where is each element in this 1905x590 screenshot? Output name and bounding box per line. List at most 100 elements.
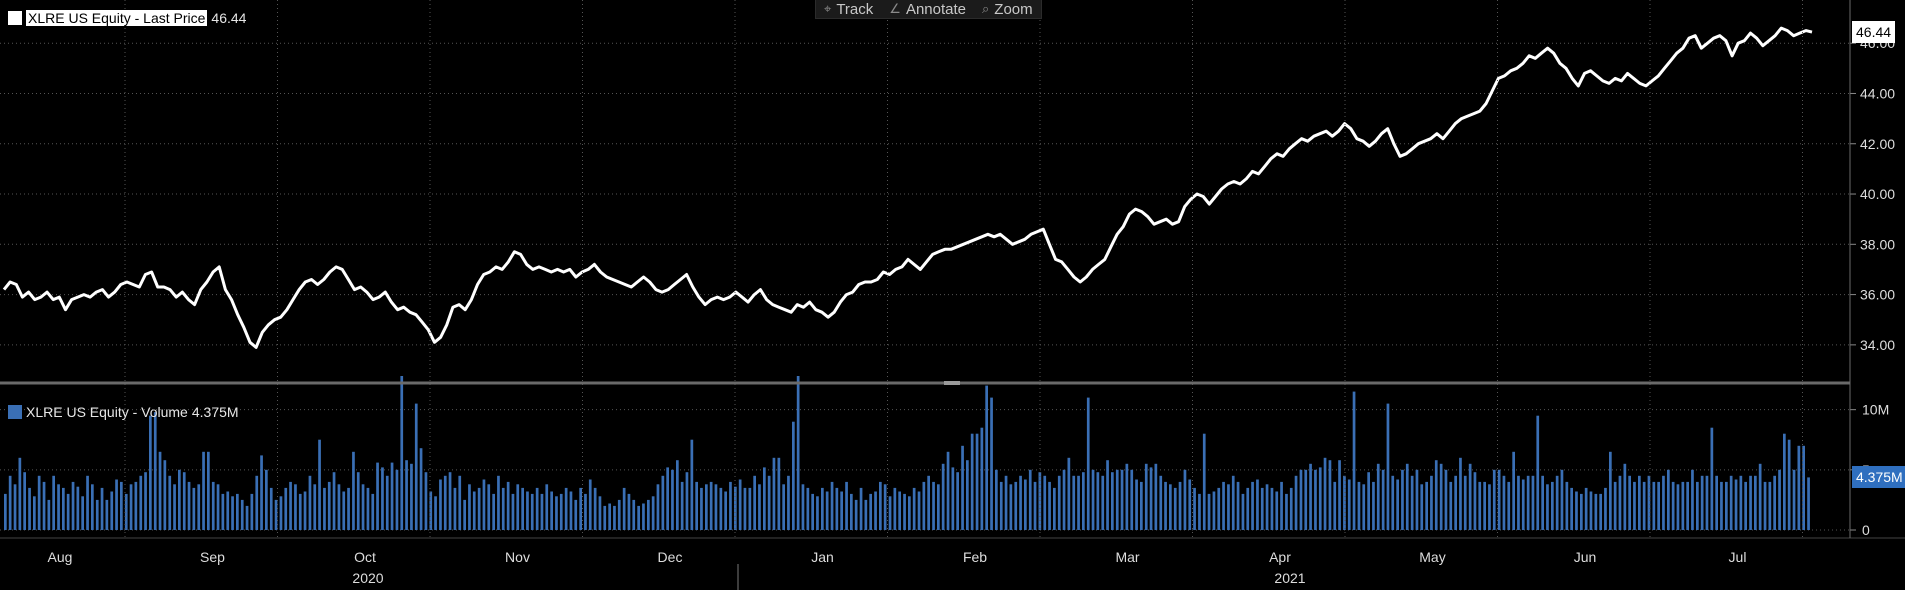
volume-bar [1734, 479, 1738, 530]
volume-bar [1473, 472, 1477, 530]
pencil-icon: ∠ [889, 1, 901, 16]
volume-bar [1135, 479, 1138, 530]
volume-bar [1275, 491, 1279, 530]
volume-bar [1381, 469, 1385, 530]
month-label: Mar [1115, 549, 1139, 565]
volume-bar [414, 403, 418, 530]
volume-bar [661, 475, 665, 530]
volume-bar [468, 484, 471, 530]
volume-bar [443, 475, 447, 530]
volume-bar [448, 472, 452, 530]
volume-legend-swatch [8, 405, 22, 419]
volume-bar [211, 481, 215, 530]
last-price-tag: 46.44 [1852, 21, 1896, 44]
volume-bar [284, 487, 288, 530]
volume-bar [81, 496, 84, 530]
volume-bar [608, 503, 611, 530]
volume-bar [313, 484, 317, 530]
volume-bar [1541, 475, 1544, 530]
volume-bar [777, 457, 781, 530]
volume-bar [1580, 493, 1583, 530]
volume-bar [1657, 481, 1660, 530]
volume-bar [366, 487, 370, 530]
volume-bar [371, 493, 375, 530]
volume-bar [995, 469, 998, 530]
price-legend[interactable]: XLRE US Equity - Last Price 46.44 [8, 10, 246, 26]
volume-bar [1396, 479, 1399, 530]
volume-bar [1758, 463, 1762, 530]
volume-bar [1376, 463, 1380, 530]
volume-bar [966, 460, 969, 530]
volume-bar [961, 445, 964, 530]
volume-bar [1642, 481, 1646, 530]
volume-bar [632, 499, 636, 530]
volume-bar [376, 462, 379, 530]
volume-bar [327, 481, 331, 530]
price-tick-label: 40.00 [1860, 186, 1895, 202]
volume-bar [1357, 481, 1361, 530]
volume-bar [1198, 493, 1201, 530]
volume-bar [497, 475, 500, 530]
volume-bar [1004, 475, 1008, 530]
volume-bar [1647, 475, 1651, 530]
volume-bar [439, 479, 442, 530]
volume-bar [724, 491, 727, 530]
volume-bar [1662, 475, 1665, 530]
price-tick-label: 44.00 [1860, 85, 1895, 101]
volume-bar [1140, 481, 1143, 530]
volume-bar [1768, 481, 1772, 530]
divider-handle[interactable] [944, 381, 960, 385]
volume-bar [1570, 487, 1573, 530]
volume-bar [825, 491, 829, 530]
volume-bar [980, 427, 984, 530]
volume-bar [888, 496, 892, 530]
volume-bar [337, 484, 341, 530]
volume-bar [782, 484, 785, 530]
volume-bar [8, 475, 12, 530]
volume-bar [1096, 472, 1100, 530]
volume-bar [323, 487, 326, 530]
volume-bar [642, 503, 645, 530]
volume-bar [1715, 475, 1718, 530]
volume-bar [332, 472, 336, 530]
zoom-button[interactable]: ⌕ Zoom [974, 0, 1041, 18]
volume-bar [1352, 391, 1356, 530]
volume-bar [13, 484, 17, 530]
volume-bar [1691, 469, 1694, 530]
volume-bar [903, 493, 906, 530]
volume-bar [182, 472, 186, 530]
volume-bar [501, 487, 505, 530]
volume-bar [922, 481, 926, 530]
volume-bar [1106, 460, 1109, 530]
year-label: 2020 [352, 570, 383, 586]
volume-legend-value: 4.375M [191, 404, 239, 420]
volume-bar [526, 491, 529, 530]
volume-bar [1749, 475, 1752, 530]
volume-bar [821, 487, 824, 530]
volume-bar [1497, 469, 1501, 530]
volume-bar [57, 484, 60, 530]
volume-bar [1720, 481, 1723, 530]
volume-bar [874, 491, 877, 530]
track-button[interactable]: ⌖ Track [816, 0, 881, 18]
volume-bar [1618, 475, 1622, 530]
volume-bar [845, 481, 848, 530]
volume-bar [1449, 481, 1453, 530]
annotate-button[interactable]: ∠ Annotate [881, 0, 974, 18]
month-label: Apr [1269, 549, 1291, 565]
volume-bar [1492, 469, 1496, 530]
volume-bar [1613, 481, 1617, 530]
volume-bar [1725, 481, 1728, 530]
volume-bar [1091, 469, 1095, 530]
volume-bar [1488, 484, 1491, 530]
volume-bar [864, 499, 868, 530]
volume-legend[interactable]: XLRE US Equity - Volume 4.375M [8, 404, 239, 420]
volume-bar [743, 487, 747, 530]
month-label: Sep [200, 549, 225, 565]
volume-bar [1671, 481, 1675, 530]
volume-bar [1231, 475, 1235, 530]
volume-bar [216, 484, 220, 530]
volume-bar [690, 439, 694, 530]
volume-bar [1207, 493, 1211, 530]
